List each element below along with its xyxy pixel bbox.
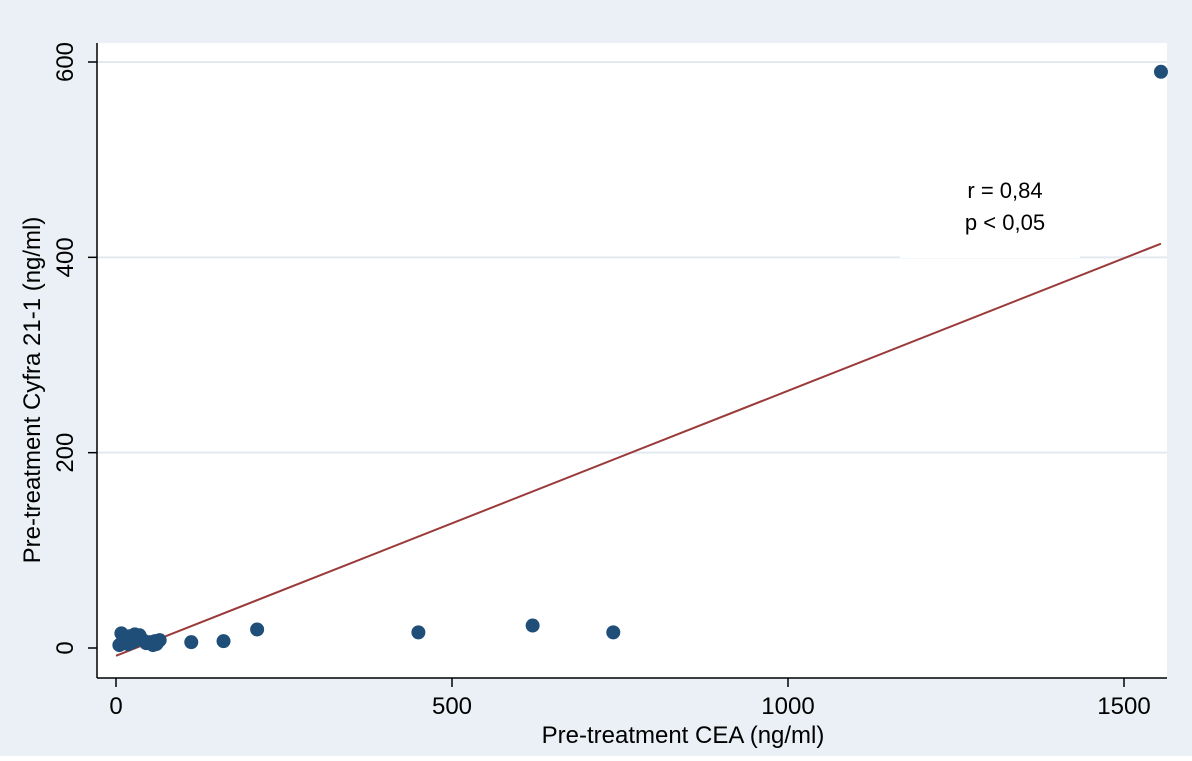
x-tick-label: 1000 bbox=[761, 693, 814, 720]
x-tick-label: 0 bbox=[109, 693, 122, 720]
data-point bbox=[525, 618, 540, 633]
data-point bbox=[184, 635, 199, 650]
plot-area bbox=[97, 43, 1167, 678]
x-tick-label: 500 bbox=[432, 693, 472, 720]
data-point bbox=[1153, 64, 1168, 79]
x-axis-label: Pre-treatment CEA (ng/ml) bbox=[542, 722, 825, 749]
y-axis-label: Pre-treatment Cyfra 21-1 (ng/ml) bbox=[19, 217, 46, 564]
regression-line bbox=[115, 242, 1162, 657]
y-tick-label: 0 bbox=[52, 641, 79, 654]
fit-line-layer bbox=[115, 242, 1162, 657]
annotation-box bbox=[900, 168, 1080, 258]
annotation-p-value: p < 0,05 bbox=[965, 210, 1045, 235]
y-tick-label: 400 bbox=[52, 237, 79, 277]
x-tick-label: 1500 bbox=[1097, 693, 1150, 720]
annotation-r-value: r = 0,84 bbox=[967, 178, 1042, 203]
data-point bbox=[250, 622, 265, 637]
axes: 0 500 1000 1500 0 200 400 600 bbox=[52, 42, 1167, 720]
y-tick-label: 200 bbox=[52, 433, 79, 473]
y-tick-label: 600 bbox=[52, 42, 79, 82]
data-point bbox=[216, 634, 231, 649]
data-point bbox=[411, 625, 426, 640]
data-point bbox=[606, 625, 621, 640]
data-points bbox=[112, 64, 1168, 653]
data-point bbox=[152, 633, 167, 648]
